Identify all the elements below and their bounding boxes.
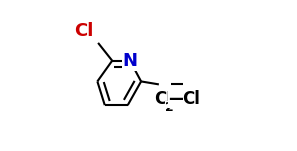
Text: Cl: Cl — [74, 22, 94, 40]
Text: Cl: Cl — [183, 90, 200, 108]
Text: 2: 2 — [165, 101, 173, 114]
Text: —: — — [168, 90, 184, 108]
Text: CF: CF — [154, 90, 177, 108]
Text: N: N — [122, 52, 138, 70]
